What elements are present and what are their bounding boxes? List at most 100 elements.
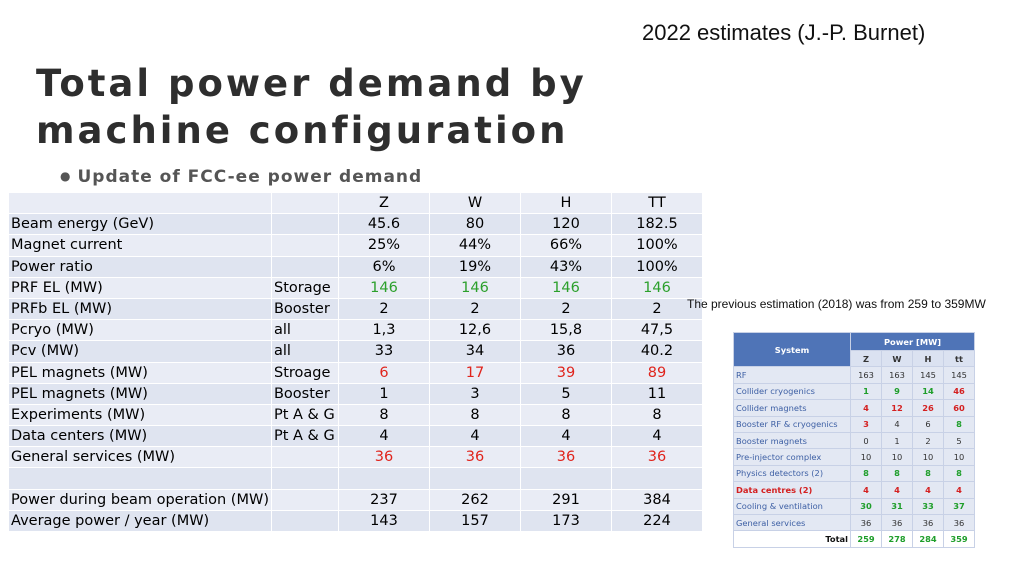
column-header: TT (610, 191, 703, 215)
table-cell: 146 (337, 276, 430, 299)
old-row-label: Cooling & ventilation (733, 497, 851, 515)
bullet-dot-icon: ● (60, 169, 72, 183)
bullet-text: Update of FCC-ee power demand (77, 167, 423, 187)
old-table-cell: 163 (850, 366, 882, 384)
table-cell: 36 (610, 446, 703, 469)
table-cell: 19% (428, 255, 521, 278)
old-table-cell: 4 (912, 481, 944, 499)
old-table-cell: 8 (943, 464, 975, 483)
row-sublabel: all (270, 340, 339, 363)
table-cell: 36 (337, 446, 430, 469)
old-table-cell: 5 (943, 431, 975, 450)
old-table-cell: 26 (912, 399, 944, 417)
table-cell: 5 (519, 382, 612, 405)
table-row: PEL magnets (MW) Stroage 6 17 39 89 (8, 361, 703, 384)
total-cell: 284 (912, 530, 944, 548)
system-header: System (733, 331, 851, 368)
previous-estimate-note: The previous estimation (2018) was from … (687, 297, 986, 311)
old-table-cell: 10 (943, 448, 975, 466)
row-label: Experiments (MW) (8, 403, 272, 427)
old-table-cell: 0 (850, 431, 882, 450)
table-row: Average power / year (MW) 143 157 173 224 (8, 509, 703, 533)
row-label: Magnet current (8, 234, 272, 257)
table-cell: 262 (428, 488, 521, 511)
old-table-cell: 14 (912, 382, 944, 401)
header-empty-cell (270, 191, 339, 215)
old-table-cell: 10 (912, 448, 944, 466)
old-table-row: Data centres (2) 4 4 4 4 (733, 481, 975, 499)
row-sublabel: Pt A & G (270, 425, 339, 448)
table-cell: 384 (610, 488, 703, 511)
row-label: Data centers (MW) (8, 425, 272, 448)
table-cell: 15,8 (519, 319, 612, 342)
table-cell: 100% (610, 255, 703, 278)
row-label: PRFb EL (MW) (8, 297, 272, 321)
table-cell: 36 (428, 446, 521, 469)
header-empty-cell (8, 191, 272, 215)
row-label: PEL magnets (MW) (8, 382, 272, 405)
table-cell: 34 (428, 340, 521, 363)
table-cell: 291 (519, 488, 612, 511)
old-column-header: tt (943, 349, 975, 368)
column-header: H (519, 191, 612, 215)
table-cell: 2 (519, 297, 612, 321)
row-label: Average power / year (MW) (8, 509, 272, 533)
old-table-row: General services 36 36 36 36 (733, 513, 975, 532)
table-cell: 43% (519, 255, 612, 278)
table-cell: 6% (337, 255, 430, 278)
old-table-cell: 8 (943, 415, 975, 433)
row-sublabel (270, 509, 339, 533)
old-table-cell: 37 (943, 497, 975, 515)
old-row-label: Physics detectors (2) (733, 464, 851, 483)
row-label: General services (MW) (8, 446, 272, 469)
old-table-cell: 31 (881, 497, 913, 515)
row-sublabel (270, 488, 339, 511)
table-cell: 4 (519, 425, 612, 448)
table-cell (610, 467, 703, 490)
column-header: W (428, 191, 521, 215)
table-row: Power during beam operation (MW) 237 262 29… (8, 488, 703, 511)
bullet-item: ● Update of FCC-ee power demand (60, 167, 422, 187)
table-cell: 2 (337, 297, 430, 321)
table-cell: 80 (428, 213, 521, 236)
old-row-label: Data centres (2) (733, 481, 851, 499)
row-sublabel: Booster (270, 382, 339, 405)
table-cell: 2 (428, 297, 521, 321)
old-row-label: Pre-injector complex (733, 448, 851, 466)
table-cell: 146 (519, 276, 612, 299)
row-label: Pcv (MW) (8, 340, 272, 363)
table-cell: 33 (337, 340, 430, 363)
row-sublabel: Stroage (270, 361, 339, 384)
row-sublabel (270, 255, 339, 278)
row-sublabel (270, 467, 339, 490)
old-column-header: W (881, 349, 913, 368)
table-cell (337, 467, 430, 490)
table-cell: 2 (610, 297, 703, 321)
row-sublabel (270, 213, 339, 236)
old-table-cell: 1 (881, 431, 913, 450)
old-table-cell: 4 (850, 399, 882, 417)
old-table-cell: 163 (881, 366, 913, 384)
old-row-label: Collider cryogenics (733, 382, 851, 401)
table-cell: 89 (610, 361, 703, 384)
table-cell: 8 (610, 403, 703, 427)
table-cell: 157 (428, 509, 521, 533)
old-column-header: H (912, 349, 944, 368)
total-cell: 278 (881, 530, 913, 548)
table-cell: 12,6 (428, 319, 521, 342)
table-cell: 6 (337, 361, 430, 384)
table-cell: 120 (519, 213, 612, 236)
column-header: Z (337, 191, 430, 215)
old-table-cell: 36 (912, 513, 944, 532)
table-cell: 4 (428, 425, 521, 448)
old-table-row: Physics detectors (2) 8 8 8 8 (733, 464, 975, 483)
table-row: PEL magnets (MW) Booster 1 3 5 11 (8, 382, 703, 405)
old-table-total-row: Total 259 278 284 359 (733, 530, 975, 548)
old-table-cell: 8 (912, 464, 944, 483)
old-table-cell: 2 (912, 431, 944, 450)
table-row: Magnet current 25% 44% 66% 100% (8, 234, 703, 257)
table-cell: 146 (428, 276, 521, 299)
table-cell: 47,5 (610, 319, 703, 342)
table-row (8, 467, 703, 490)
